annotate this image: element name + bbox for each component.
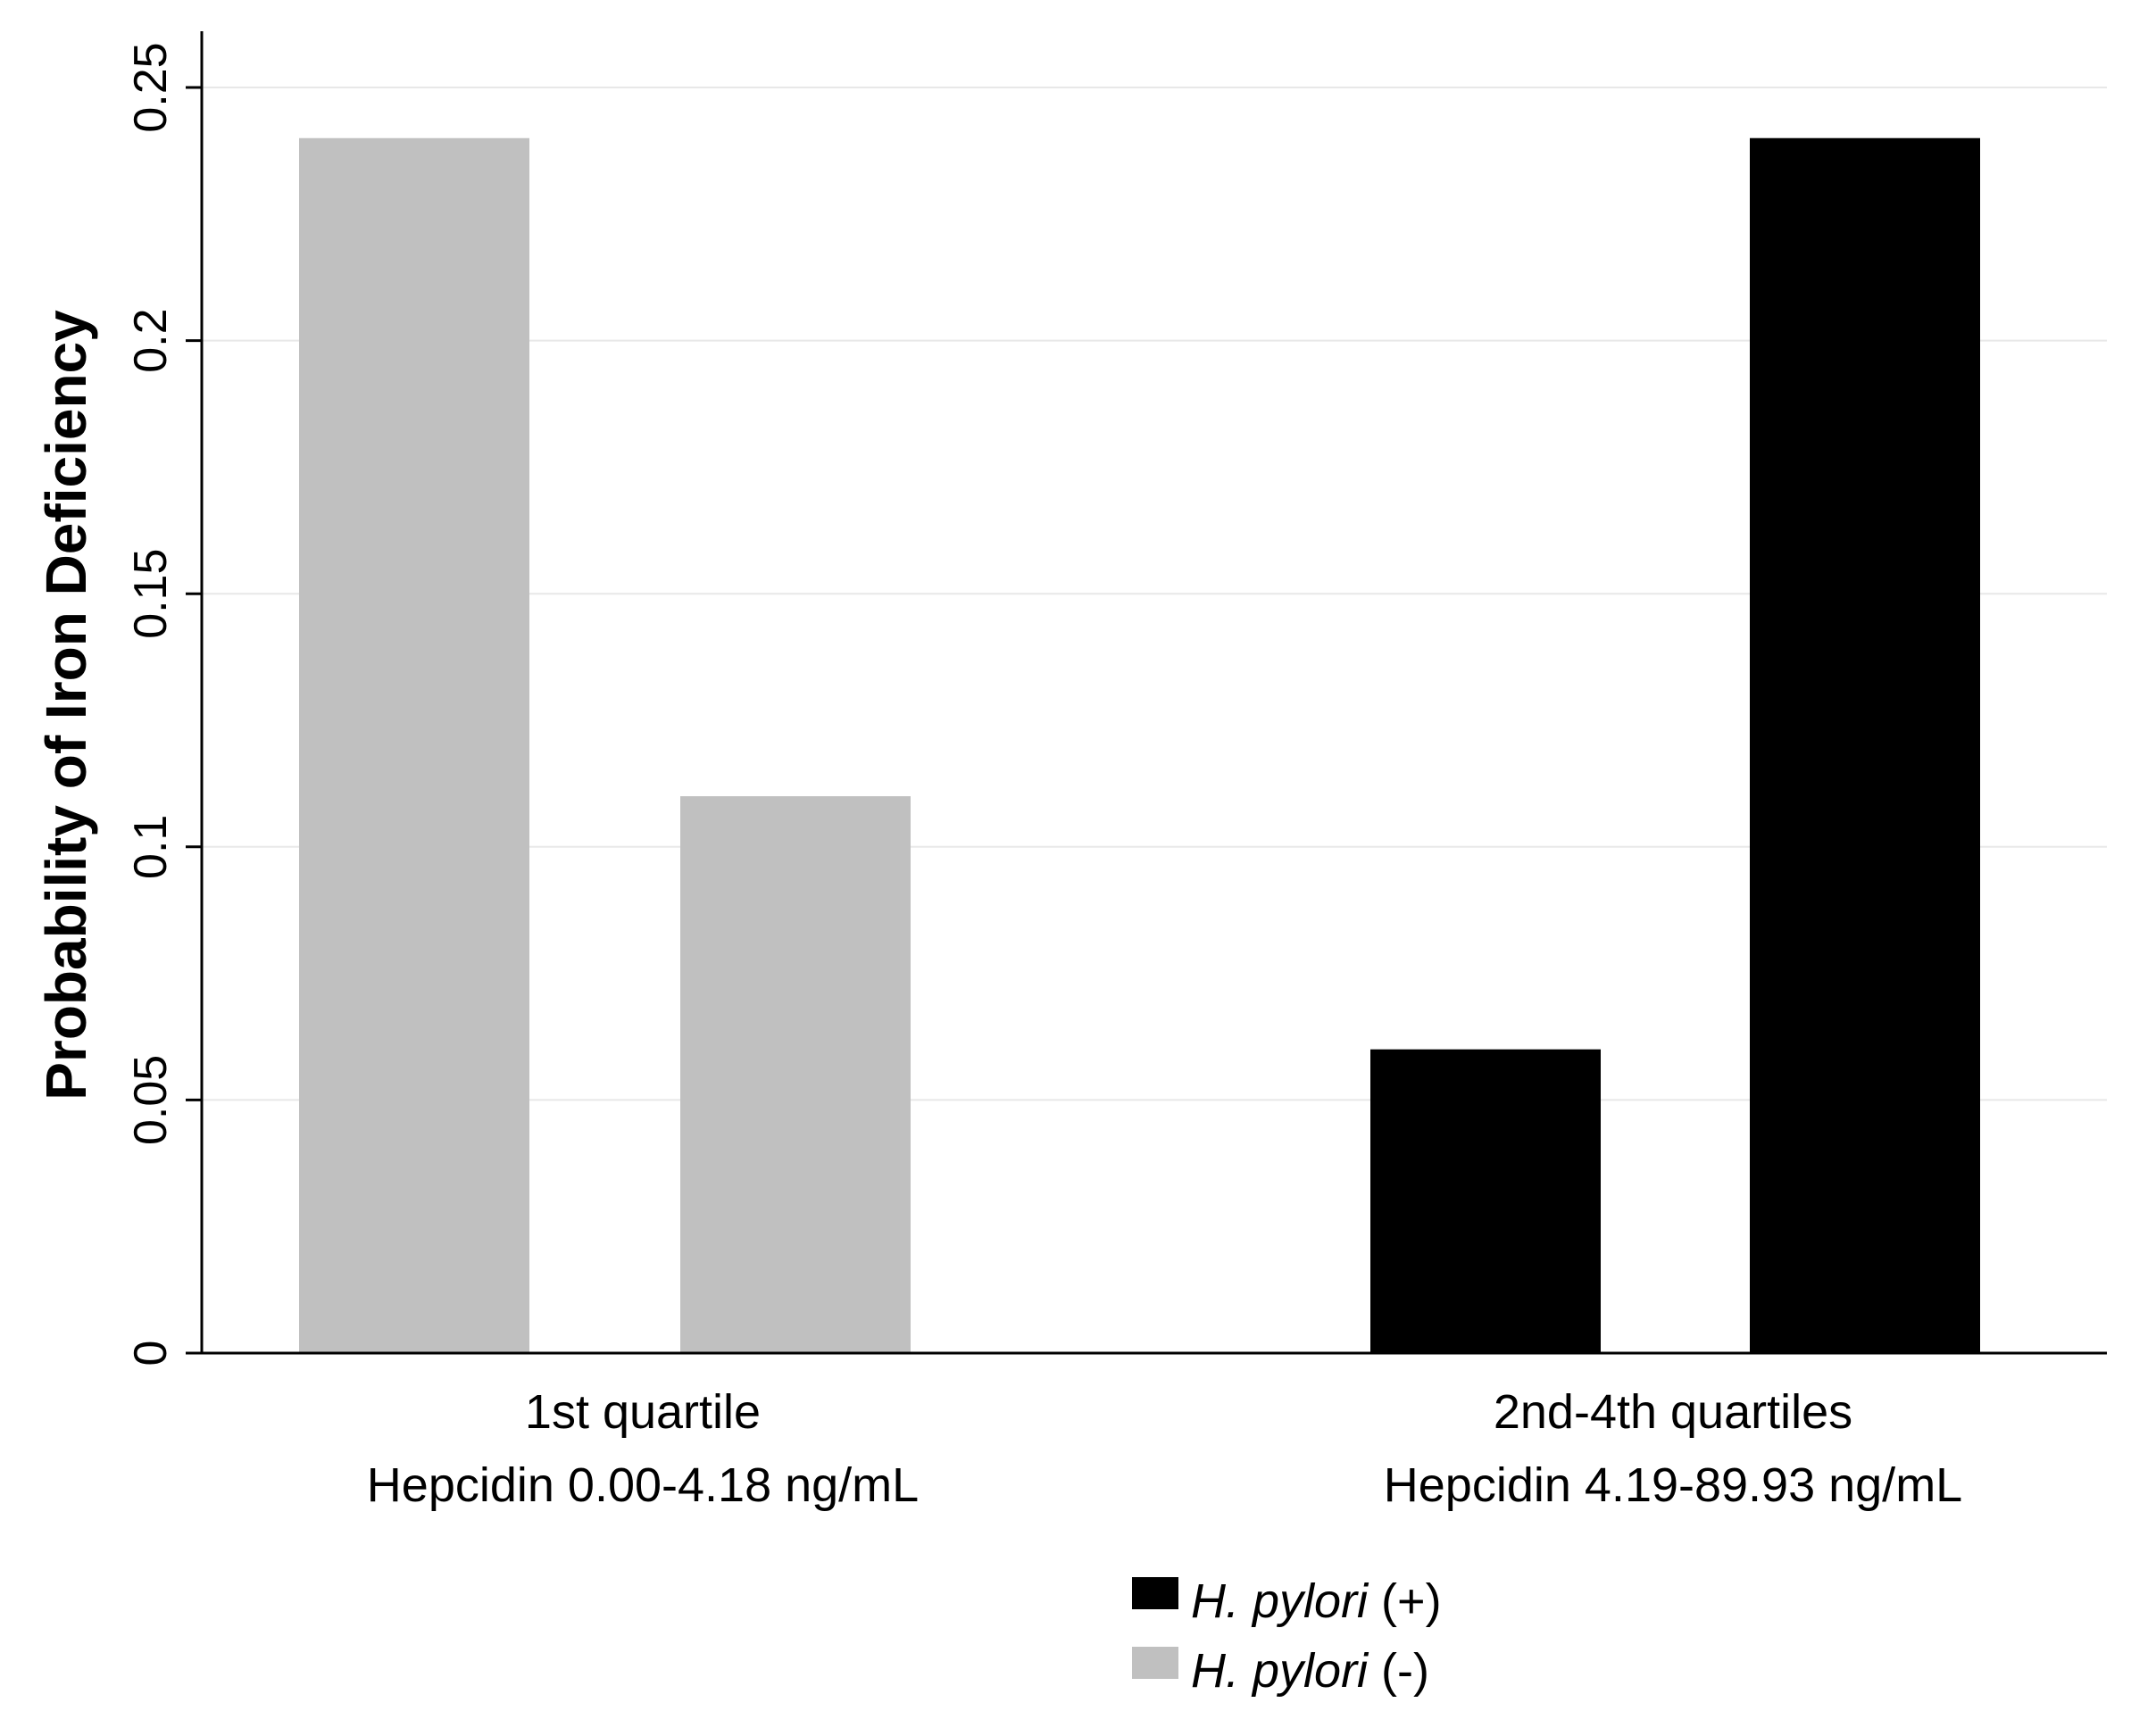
category-label-line1: 1st quartile — [525, 1385, 761, 1439]
legend-swatch — [1132, 1647, 1178, 1679]
y-tick-label: 0.05 — [125, 1055, 177, 1145]
y-tick-label: 0 — [125, 1341, 177, 1366]
y-tick-label: 0.15 — [125, 549, 177, 639]
bars — [299, 137, 1980, 1354]
legend-label-italic: H. pylori — [1191, 1574, 1369, 1628]
legend-label-rest: (-) — [1368, 1644, 1429, 1698]
category-label-line2: Hepcidin 4.19-89.93 ng/mL — [1384, 1458, 1962, 1512]
y-ticks: 0 0.05 0.1 0.15 0.2 0.25 — [125, 42, 202, 1366]
bar-series-1-category-1 — [1750, 137, 1980, 1354]
legend-label-rest: (+) — [1368, 1574, 1442, 1628]
legend-swatch — [1132, 1577, 1178, 1609]
legend-label-italic: H. pylori — [1191, 1644, 1369, 1698]
axes — [200, 31, 2107, 1355]
legend-label: H. pylori (-) — [1191, 1644, 1429, 1698]
category-label-line1: 2nd-4th quartiles — [1494, 1385, 1852, 1439]
category-labels: 1st quartile Hepcidin 0.00-4.18 ng/mL 2nd-… — [367, 1385, 1962, 1512]
bar-series-1-category-0 — [1370, 1049, 1601, 1353]
y-tick-label: 0.1 — [125, 815, 177, 879]
y-axis-title: Probability of Iron Deficiency — [34, 310, 98, 1101]
legend-label: H. pylori (+) — [1191, 1574, 1442, 1628]
bar-series-0-category-1 — [680, 796, 911, 1353]
bar-series-0-category-0 — [299, 137, 529, 1354]
category-label-line2: Hepcidin 0.00-4.18 ng/mL — [367, 1458, 919, 1512]
y-tick-label: 0.25 — [125, 42, 177, 132]
legend: H. pylori (+)H. pylori (-) — [1132, 1574, 1442, 1698]
y-tick-label: 0.2 — [125, 308, 177, 372]
